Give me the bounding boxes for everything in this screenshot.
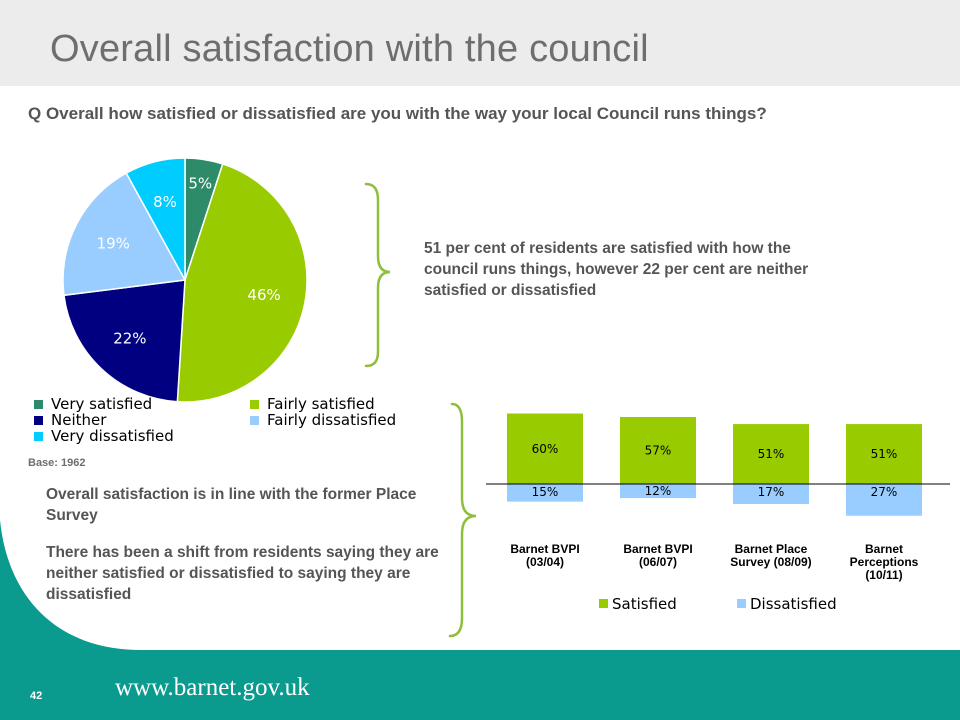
bar-legend-label-satisfied: Satisfied xyxy=(612,595,677,613)
note-place-survey: Overall satisfaction is in line with the… xyxy=(46,486,417,524)
bar-satisfied xyxy=(733,424,809,484)
pie-slice-neither xyxy=(63,279,186,403)
upper-brace xyxy=(364,182,391,368)
base-note: Base: 1962 xyxy=(28,457,86,469)
survey-question: Q Overall how satisfied or dissatisfied … xyxy=(28,104,767,123)
title-band xyxy=(0,0,960,86)
legend-swatch-very-dissatisfied xyxy=(34,431,43,441)
pie-slice-very-dissatisfied xyxy=(125,157,186,281)
legend-label: Fairly dissatisfied xyxy=(267,411,397,429)
category-label: Barnet BVPI (03/04) xyxy=(510,542,579,569)
pie-label-fairly-satisfied: 46% xyxy=(247,286,280,304)
bar-label-dissatisfied: 12% xyxy=(645,484,672,498)
legend-item-fairly-dissatisfied: Fairly dissatisfied xyxy=(250,412,396,428)
bar-satisfied xyxy=(507,413,583,484)
page-number: 42 xyxy=(30,690,43,702)
bar-label-satisfied: 60% xyxy=(532,442,559,456)
legend-item-fairly-satisfied: Fairly satisfied xyxy=(250,396,375,412)
bar-satisfied xyxy=(620,417,696,484)
legend-item-neither: Neither xyxy=(34,412,106,428)
summary-text: 51 per cent of residents are satisfied w… xyxy=(424,240,809,299)
legend-label: Very satisfied xyxy=(51,395,153,413)
page-title: Overall satisfaction with the council xyxy=(50,28,649,70)
category-label: Barnet Place Survey (08/09) xyxy=(730,542,811,569)
bar-legend-swatch-satisfied xyxy=(599,599,608,608)
bar-dissatisfied xyxy=(507,484,583,502)
bar-legend-label-dissatisfied: Dissatisfied xyxy=(750,595,837,613)
legend-swatch-very-satisfied xyxy=(34,399,43,409)
legend-label: Neither xyxy=(51,411,107,429)
legend-item-very-satisfied: Very satisfied xyxy=(34,396,152,412)
bar-label-dissatisfied: 17% xyxy=(758,485,785,499)
legend-label: Fairly satisfied xyxy=(267,395,375,413)
bar-dissatisfied xyxy=(846,484,922,516)
category-label: Barnet Perceptions (10/11) xyxy=(850,542,919,582)
bar-satisfied xyxy=(846,424,922,484)
legend-swatch-fairly-dissatisfied xyxy=(250,415,259,425)
legend-item-very-dissatisfied: Very dissatisfied xyxy=(34,428,174,444)
bar-label-dissatisfied: 15% xyxy=(532,485,559,499)
note-shift: There has been a shift from residents sa… xyxy=(46,544,439,603)
pie-chart: 5% 46% 22% 19% 8% xyxy=(62,157,308,403)
pie-label-neither: 22% xyxy=(113,330,146,348)
pie-slice-fairly-dissatisfied xyxy=(62,172,187,297)
legend-swatch-neither xyxy=(34,415,43,425)
bar-chart: 60% 15% Barnet BVPI (03/04) 57% 12% Barnet BVP… xyxy=(486,413,950,613)
legend-swatch-fairly-satisfied xyxy=(250,399,259,409)
bar-dissatisfied xyxy=(620,484,696,499)
bar-label-dissatisfied: 27% xyxy=(871,485,898,499)
bar-label-satisfied: 57% xyxy=(645,444,672,458)
pie-label-fairly-dissatisfied: 19% xyxy=(97,234,130,252)
bar-label-satisfied: 51% xyxy=(871,447,898,461)
pie-label-very-satisfied: 5% xyxy=(188,175,212,193)
pie-legend: Very satisfied Fairly satisfied Neither … xyxy=(34,396,396,444)
bar-legend-swatch-dissatisfied xyxy=(737,599,746,608)
category-label: Barnet BVPI (06/07) xyxy=(623,542,692,569)
footer-url: www.barnet.gov.uk xyxy=(115,674,310,701)
legend-label: Very dissatisfied xyxy=(51,427,174,445)
bar-label-satisfied: 51% xyxy=(758,447,785,461)
bar-dissatisfied xyxy=(733,484,809,504)
pie-label-very-dissatisfied: 8% xyxy=(153,193,177,211)
pie-slice-fairly-satisfied xyxy=(176,163,308,403)
